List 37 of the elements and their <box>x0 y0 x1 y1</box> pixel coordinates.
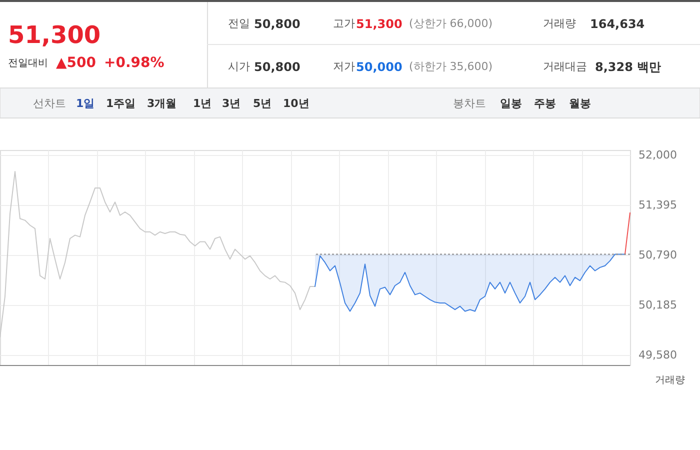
text: 50,000 <box>356 60 402 74</box>
line-series <box>0 171 316 338</box>
text: 거래량 <box>655 375 685 386</box>
text: (상한가 66,000) <box>409 17 493 30</box>
y-tick-label: 49,580 <box>638 348 677 362</box>
text: 50,800 <box>254 60 300 74</box>
text: ▲500 <box>56 55 96 71</box>
text: 1년 <box>193 97 212 110</box>
text: 1일 <box>76 97 95 110</box>
text: 전일대비 <box>8 58 48 69</box>
text: 전일 <box>228 17 250 30</box>
y-tick-label: 50,185 <box>638 298 677 312</box>
text: 5년 <box>253 97 272 110</box>
text: 거래량 <box>543 17 576 30</box>
text: 1주일 <box>106 97 136 110</box>
text: 저가 <box>333 60 355 73</box>
text: 일봉 <box>500 97 522 110</box>
text: 거래대금 <box>543 60 587 73</box>
text: 선차트 <box>33 97 66 110</box>
text: 고가 <box>333 17 355 30</box>
text: 50,800 <box>254 17 300 31</box>
text: 51,300 <box>356 17 402 31</box>
text: 164,634 <box>590 17 645 31</box>
y-tick-label: 52,000 <box>638 148 677 162</box>
text: 시가 <box>228 60 250 73</box>
text: +0.98% <box>104 55 164 71</box>
text: 10년 <box>283 97 310 110</box>
text: 8,328 백만 <box>595 60 662 74</box>
text: 월봉 <box>569 97 591 110</box>
text: (하한가 35,600) <box>409 60 493 73</box>
text: 3개월 <box>147 97 177 110</box>
text: 봉차트 <box>453 97 486 110</box>
text: 3년 <box>222 97 241 110</box>
text: 주봉 <box>534 97 556 110</box>
y-tick-label: 51,395 <box>638 198 677 212</box>
text: 51,300 <box>8 21 101 49</box>
y-tick-label: 50,790 <box>638 248 677 262</box>
